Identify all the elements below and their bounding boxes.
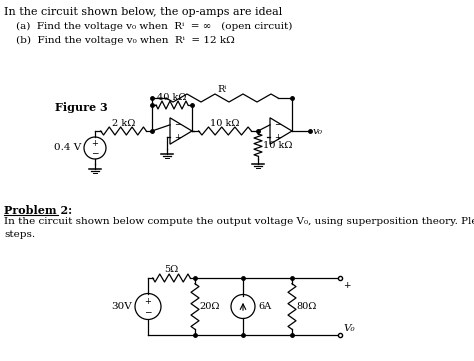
Text: 6A: 6A	[258, 302, 271, 311]
Text: In the circuit shown below, the op-amps are ideal: In the circuit shown below, the op-amps …	[4, 7, 282, 17]
Text: V₀: V₀	[343, 324, 355, 333]
Text: 2 kΩ: 2 kΩ	[112, 118, 135, 127]
Text: Problem 2:: Problem 2:	[4, 205, 72, 216]
Text: 20Ω: 20Ω	[199, 302, 219, 311]
Text: 0.4 V: 0.4 V	[54, 144, 81, 152]
Text: Rⁱ: Rⁱ	[218, 86, 227, 95]
Text: 10 kΩ: 10 kΩ	[210, 118, 240, 127]
Text: steps.: steps.	[4, 230, 35, 239]
Text: +: +	[174, 132, 181, 142]
Text: −: −	[144, 307, 152, 316]
Text: −: −	[274, 120, 281, 129]
Text: −: −	[91, 148, 99, 157]
Text: 10 kΩ: 10 kΩ	[263, 140, 292, 149]
Text: 80Ω: 80Ω	[296, 302, 316, 311]
Text: (a)  Find the voltage v₀ when  Rⁱ  = ∞   (open circuit): (a) Find the voltage v₀ when Rⁱ = ∞ (ope…	[16, 22, 292, 31]
Text: +: +	[343, 281, 350, 290]
Text: Figure 3: Figure 3	[55, 102, 108, 113]
Text: 30V: 30V	[111, 302, 132, 311]
Text: +: +	[145, 297, 151, 306]
Text: v₀: v₀	[313, 126, 323, 135]
Text: +: +	[274, 132, 281, 142]
Text: +: +	[91, 139, 99, 148]
Text: 5Ω: 5Ω	[164, 265, 179, 274]
Text: 40 kΩ: 40 kΩ	[157, 92, 187, 101]
Text: In the circuit shown below compute the output voltage V₀, using superposition th: In the circuit shown below compute the o…	[4, 217, 474, 226]
Text: (b)  Find the voltage v₀ when  Rⁱ  = 12 kΩ: (b) Find the voltage v₀ when Rⁱ = 12 kΩ	[16, 36, 235, 45]
Text: −: −	[174, 120, 181, 129]
